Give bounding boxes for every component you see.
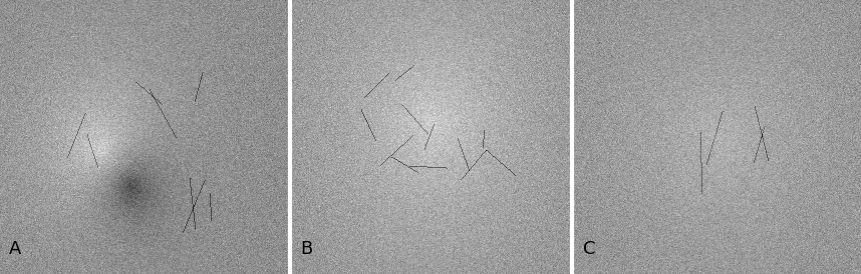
- Text: C: C: [582, 239, 595, 258]
- Text: B: B: [300, 239, 313, 258]
- Text: A: A: [9, 239, 21, 258]
